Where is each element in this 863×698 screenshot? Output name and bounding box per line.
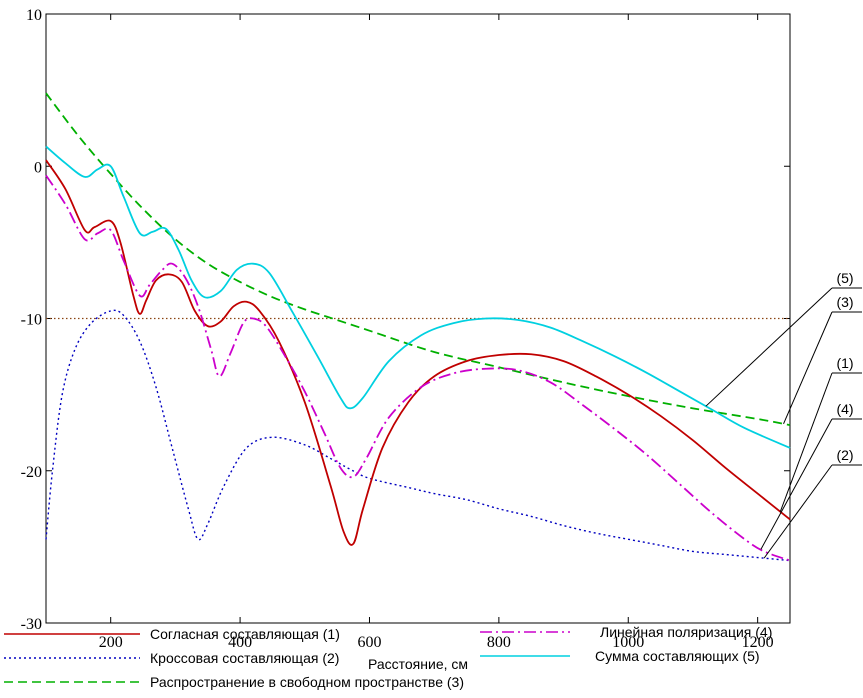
callout-leader (705, 287, 833, 407)
legend: Согласная составляющая (1) Кроссовая сост… (4, 624, 772, 690)
legend-label-s4: Линейная поляризация (4) (600, 624, 772, 640)
y-tick-label: -20 (21, 464, 42, 481)
callout-label: (1) (836, 355, 853, 371)
x-tick-label: 600 (357, 634, 381, 651)
x-tick-label: 400 (228, 634, 252, 651)
callout-group: (5) (3) (1) (4) (2) (705, 270, 862, 559)
x-tick-label: 1000 (612, 634, 644, 651)
y-tick-label: 10 (26, 7, 42, 24)
callout-leader (783, 311, 833, 425)
series-line-s4 (45, 174, 791, 562)
y-tick-label: -10 (21, 312, 42, 329)
x-tick-label: 200 (99, 634, 123, 651)
callout-label: (5) (836, 270, 853, 286)
x-axis: 200 400 600 800 1000 1200 (99, 14, 774, 651)
series-line-s5 (45, 145, 791, 449)
callout-leader (763, 464, 833, 559)
callout-label: (3) (836, 294, 853, 310)
callout-leader (760, 418, 833, 550)
x-tick-label: 1200 (742, 634, 774, 651)
callout-label: (2) (836, 447, 853, 463)
x-tick-label: 800 (487, 634, 511, 651)
series-line-s2 (45, 309, 791, 562)
callout-label: (4) (836, 401, 853, 417)
x-axis-label: Расстояние, см (368, 656, 468, 672)
y-tick-label: -30 (21, 616, 42, 633)
legend-label-s1: Согласная составляющая (1) (150, 626, 340, 642)
series-line-s3 (45, 92, 791, 426)
series-group (45, 92, 791, 562)
legend-label-s3: Распространение в свободном пространстве… (150, 674, 464, 690)
legend-label-s2: Кроссовая составляющая (2) (150, 650, 339, 666)
callout-leader (779, 372, 833, 512)
y-tick-label: 0 (34, 159, 42, 176)
y-axis: 10 0 -10 -20 -30 (21, 7, 790, 633)
legend-label-s5: Сумма составляющих (5) (595, 648, 760, 664)
series-line-s1 (45, 159, 791, 546)
